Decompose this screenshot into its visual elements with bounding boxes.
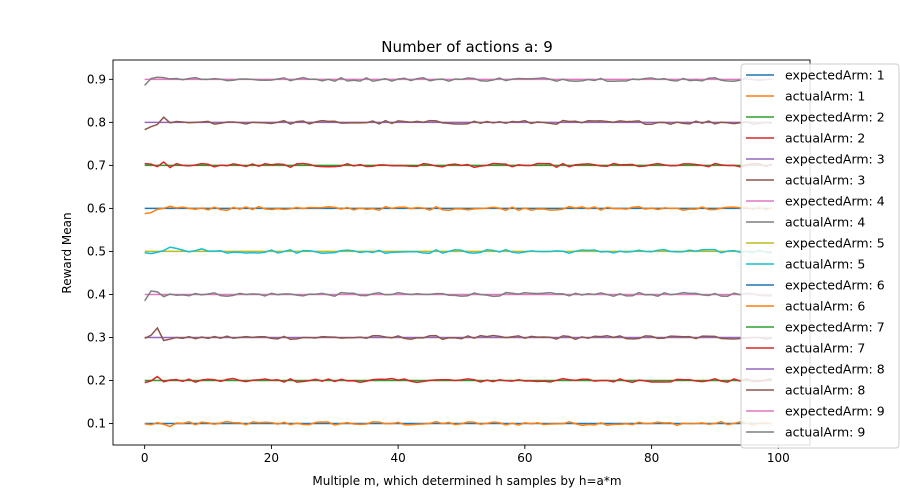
x-tick-label: 0 — [141, 451, 149, 465]
y-tick-label: 0.4 — [87, 287, 106, 301]
legend-label: expectedArm: 8 — [785, 362, 885, 377]
series-line-actual-5 — [144, 246, 773, 255]
legend: expectedArm: 1 actualArm: 1 expectedArm: 2… — [740, 63, 900, 449]
legend-label: actualArm: 3 — [785, 173, 865, 188]
legend-label: expectedArm: 1 — [785, 68, 885, 83]
legend-label: expectedArm: 6 — [785, 278, 885, 293]
x-tick-label: 40 — [390, 451, 405, 465]
x-tick-label: 100 — [767, 451, 790, 465]
series-line-actual-1 — [144, 420, 773, 428]
legend-label: actualArm: 8 — [785, 383, 865, 398]
x-axis-label: Multiple m, which determined h samples b… — [312, 474, 621, 488]
series-line-actual-3 — [144, 326, 773, 342]
legend-label: actualArm: 2 — [785, 131, 865, 146]
series-line-actual-4 — [144, 290, 773, 302]
legend-label: actualArm: 6 — [785, 299, 865, 314]
x-tick-label: 60 — [517, 451, 532, 465]
y-tick-label: 0.3 — [87, 330, 106, 344]
legend-label: expectedArm: 5 — [785, 236, 885, 251]
series-line-actual-8 — [144, 116, 773, 131]
legend-label: expectedArm: 7 — [785, 320, 885, 335]
x-tick-label: 80 — [644, 451, 659, 465]
plot-area — [144, 76, 773, 428]
legend-label: expectedArm: 3 — [785, 152, 885, 167]
y-tick-label: 0.6 — [87, 201, 106, 215]
y-tick-label: 0.8 — [87, 115, 106, 129]
series-line-actual-7 — [144, 160, 773, 169]
y-tick-label: 0.2 — [87, 373, 106, 387]
legend-label: actualArm: 9 — [785, 425, 865, 440]
y-axis-label: Reward Mean — [60, 212, 74, 293]
series-line-actual-2 — [144, 375, 773, 384]
legend-box — [740, 63, 900, 449]
legend-label: expectedArm: 9 — [785, 404, 885, 419]
series-line-actual-6 — [144, 205, 773, 215]
y-tick-label: 0.5 — [87, 244, 106, 258]
y-tick-label: 0.9 — [87, 72, 106, 86]
legend-label: actualArm: 5 — [785, 257, 865, 272]
legend-label: actualArm: 7 — [785, 341, 865, 356]
chart-title: Number of actions a: 9 — [381, 38, 553, 56]
axes: 0 20 40 60 80 100 0.1 0.2 0.3 0.4 0.5 0.6 0.7 0.8 0.9 — [87, 59, 811, 465]
plot-frame — [112, 59, 811, 446]
legend-label: actualArm: 1 — [785, 89, 865, 104]
legend-label: actualArm: 4 — [785, 215, 865, 230]
y-tick-label: 0.7 — [87, 158, 106, 172]
legend-label: expectedArm: 4 — [785, 194, 885, 209]
x-tick-label: 20 — [264, 451, 279, 465]
legend-label: expectedArm: 2 — [785, 110, 885, 125]
y-tick-label: 0.1 — [87, 416, 106, 430]
series-line-actual-9 — [144, 76, 773, 86]
